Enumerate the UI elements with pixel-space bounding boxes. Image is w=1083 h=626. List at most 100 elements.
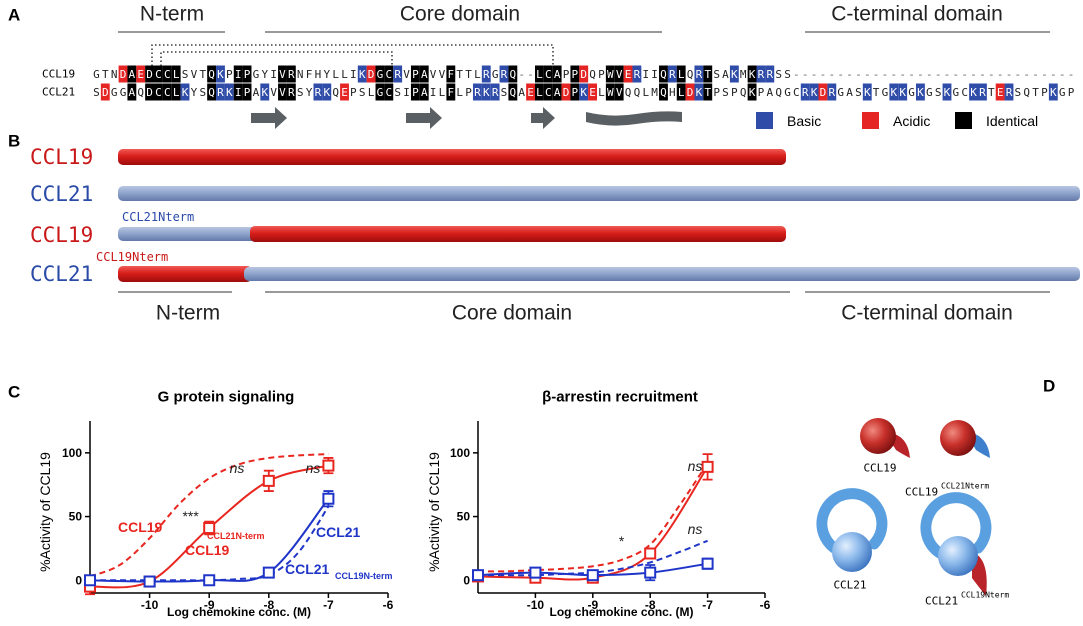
residue-highlight	[623, 65, 633, 83]
residue-highlight	[233, 65, 243, 83]
residue: E	[527, 86, 534, 99]
model-superscript: CCL21Nterm	[941, 482, 989, 491]
residue-highlight	[313, 83, 323, 101]
x-tick-label: -10	[141, 598, 159, 612]
residue: K	[182, 86, 189, 99]
residue: Q	[510, 86, 517, 99]
residue-highlight	[242, 83, 252, 101]
residue-highlight	[384, 65, 394, 83]
residue: S	[394, 86, 401, 99]
residue: F	[306, 68, 313, 81]
residue: S	[182, 68, 189, 81]
residue: G	[120, 86, 127, 99]
residue: P	[412, 68, 419, 81]
model-label: CCL19	[905, 486, 938, 499]
residue: Q	[510, 68, 517, 81]
annotation: *	[618, 533, 624, 549]
residue-highlight	[446, 83, 456, 101]
data-point	[529, 566, 542, 579]
residue: G	[93, 68, 100, 81]
chart-title: G protein signaling	[158, 389, 295, 406]
secondary-structure	[251, 107, 682, 129]
residue-highlight	[481, 83, 491, 101]
residue: V	[279, 68, 286, 81]
residue: P	[731, 86, 738, 99]
residue-highlight	[535, 65, 544, 83]
residue-highlight	[747, 65, 757, 83]
construct-bar	[118, 149, 786, 165]
residue: K	[1050, 86, 1057, 99]
residue: T	[988, 86, 995, 99]
residue: S	[1015, 86, 1022, 99]
residue: -	[802, 68, 809, 81]
residue: K	[917, 86, 924, 99]
residue: A	[766, 86, 773, 99]
residue-highlight	[340, 83, 349, 101]
residue: Q	[137, 86, 144, 99]
x-tick-label: -9	[587, 598, 598, 612]
residue: Q	[208, 86, 215, 99]
residue: -	[944, 68, 951, 81]
residue: E	[625, 68, 632, 81]
residue-highlight	[809, 83, 819, 101]
residue: N	[111, 68, 118, 81]
residue: K	[970, 86, 977, 99]
x-tick-label: -8	[263, 598, 274, 612]
residue-highlight	[1048, 83, 1058, 101]
residue: E	[997, 86, 1004, 99]
residue: S	[775, 68, 782, 81]
series-label: CCL21	[285, 561, 330, 577]
residue: S	[722, 86, 729, 99]
residue-highlight	[384, 83, 394, 101]
residue: R	[1006, 86, 1013, 99]
construct-name: CCL19	[30, 223, 93, 247]
data-point	[203, 574, 216, 587]
residue: -	[917, 68, 924, 81]
y-tick-label: 100	[450, 446, 470, 460]
legend-label: Basic	[787, 113, 821, 129]
residue: K	[749, 86, 756, 99]
construct-bar	[118, 227, 258, 241]
residue-highlight	[579, 83, 589, 101]
residue: I	[430, 86, 437, 99]
residue: -	[882, 68, 889, 81]
residue-highlight	[118, 65, 128, 83]
residue: A	[554, 68, 561, 81]
residue: -	[891, 68, 898, 81]
series-label: CCL19	[118, 519, 163, 535]
residue: P	[1068, 86, 1075, 99]
residue-highlight	[233, 83, 243, 101]
sequence-name: CCL19	[42, 68, 75, 81]
residue-highlight	[552, 83, 562, 101]
residue-highlight	[765, 65, 775, 83]
residue: S	[784, 68, 791, 81]
domain-label: N-term	[156, 302, 220, 325]
residue: L	[439, 86, 446, 99]
residue-highlight	[1004, 83, 1014, 101]
construct-bar	[250, 226, 786, 242]
residue: G	[953, 86, 960, 99]
residue: -	[1023, 68, 1030, 81]
residue: I	[350, 68, 357, 81]
data-point	[586, 569, 599, 582]
residue: W	[607, 68, 614, 81]
residue: L	[598, 86, 605, 99]
residue: K	[749, 68, 756, 81]
residue: K	[944, 86, 951, 99]
residue: -	[793, 68, 800, 81]
residue: A	[129, 86, 136, 99]
residue: A	[421, 86, 428, 99]
residue-highlight	[490, 83, 500, 101]
data-point	[262, 566, 275, 579]
residue: Q	[332, 86, 339, 99]
residue-highlight	[978, 83, 987, 101]
data-point	[203, 522, 216, 535]
residue: G	[253, 68, 260, 81]
residue: K	[891, 86, 898, 99]
residue: I	[403, 86, 410, 99]
residue-highlight	[969, 83, 978, 101]
residue: D	[146, 68, 153, 81]
residue: S	[713, 68, 720, 81]
